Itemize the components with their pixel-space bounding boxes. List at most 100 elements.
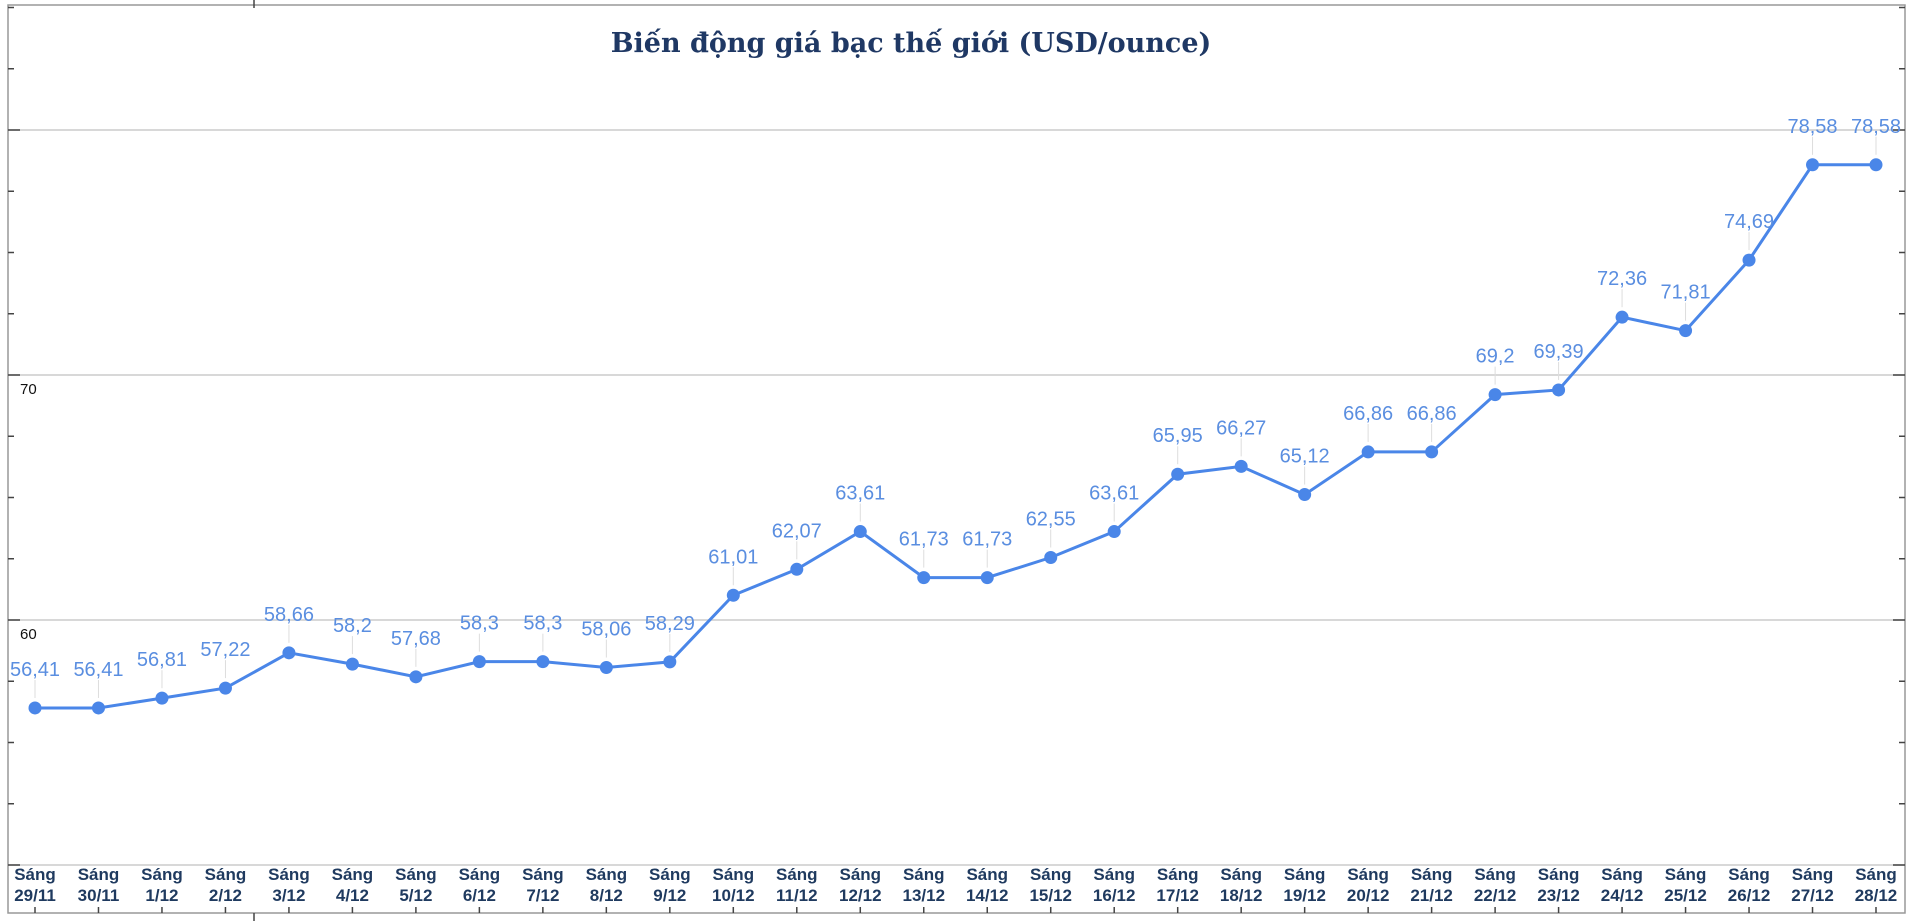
- data-label: 58,3: [523, 613, 562, 635]
- label-leader-lines: [34, 136, 1877, 698]
- data-point: [1552, 383, 1566, 397]
- x-tick-label-date: 14/12: [966, 886, 1009, 905]
- x-tick-label-date: 7/12: [526, 886, 559, 905]
- x-tick-label-date: 4/12: [336, 886, 369, 905]
- x-tick-label-date: 21/12: [1410, 886, 1453, 905]
- x-tick-label-date: 17/12: [1156, 886, 1199, 905]
- data-point: [917, 571, 931, 585]
- x-tick-label-date: 3/12: [272, 886, 305, 905]
- axis-ticks: [8, 0, 1905, 921]
- data-label: 69,39: [1534, 341, 1584, 363]
- data-label: 71,81: [1661, 282, 1711, 304]
- x-tick-label-date: 6/12: [463, 886, 496, 905]
- data-label: 57,22: [200, 639, 250, 661]
- x-tick-label: Sáng: [903, 865, 945, 884]
- data-label: 78,58: [1851, 116, 1901, 138]
- data-label: 56,81: [137, 649, 187, 671]
- x-tick-label-date: 26/12: [1728, 886, 1771, 905]
- chart-title: Biến động giá bạc thế giới (USD/ounce): [611, 27, 1212, 59]
- x-tick-label-date: 27/12: [1791, 886, 1834, 905]
- data-label: 65,12: [1280, 446, 1330, 468]
- data-point: [1361, 445, 1375, 459]
- x-tick-label-date: 16/12: [1093, 886, 1136, 905]
- data-point: [409, 670, 423, 684]
- y-tick-label: 60: [20, 626, 37, 643]
- data-point: [1742, 253, 1756, 267]
- x-tick-label-date: 20/12: [1347, 886, 1390, 905]
- data-label: 65,95: [1153, 425, 1203, 447]
- data-point: [282, 646, 296, 660]
- data-point: [1679, 324, 1693, 338]
- x-tick-label-date: 15/12: [1029, 886, 1072, 905]
- x-tick-label: Sáng: [1855, 865, 1897, 884]
- x-tick-label: Sáng: [1284, 865, 1326, 884]
- x-tick-label: Sáng: [1601, 865, 1643, 884]
- x-tick-label-date: 22/12: [1474, 886, 1517, 905]
- x-tick-label: Sáng: [839, 865, 881, 884]
- x-tick-label: Sáng: [332, 865, 374, 884]
- data-point: [853, 525, 867, 539]
- data-label: 61,73: [962, 529, 1012, 551]
- data-label: 58,66: [264, 604, 314, 626]
- x-tick-label-date: 30/11: [78, 886, 120, 905]
- data-point: [1425, 445, 1439, 459]
- data-point: [726, 588, 740, 602]
- x-tick-label: Sáng: [14, 865, 56, 884]
- data-label: 56,41: [10, 659, 60, 681]
- data-label: 66,86: [1407, 403, 1457, 425]
- data-point: [91, 701, 105, 715]
- x-tick-label: Sáng: [649, 865, 691, 884]
- y-tick-label: 70: [20, 381, 37, 398]
- data-label: 58,06: [581, 619, 631, 641]
- data-label: 62,55: [1026, 509, 1076, 531]
- data-point: [155, 691, 169, 705]
- data-label: 58,29: [645, 613, 695, 635]
- y-axis-labels: 60 70: [20, 381, 37, 643]
- x-tick-label: Sáng: [713, 865, 755, 884]
- x-tick-label-date: 18/12: [1220, 886, 1263, 905]
- data-point: [1298, 488, 1312, 502]
- data-label: 63,61: [1089, 483, 1139, 505]
- x-tick-label: Sáng: [1157, 865, 1199, 884]
- x-tick-label: Sáng: [205, 865, 247, 884]
- x-tick-label-date: 29/11: [14, 886, 56, 905]
- data-label: 62,07: [772, 520, 822, 542]
- data-label: 69,2: [1476, 346, 1515, 368]
- x-tick-label: Sáng: [1030, 865, 1072, 884]
- x-tick-label: Sáng: [268, 865, 310, 884]
- x-tick-label: Sáng: [395, 865, 437, 884]
- x-tick-label-date: 9/12: [653, 886, 686, 905]
- data-point: [1171, 467, 1185, 481]
- data-point: [1044, 551, 1058, 565]
- x-tick-label: Sáng: [586, 865, 628, 884]
- data-point: [663, 655, 677, 669]
- x-tick-label: Sáng: [1220, 865, 1262, 884]
- data-point: [980, 571, 994, 585]
- x-tick-label: Sáng: [1792, 865, 1834, 884]
- data-labels: 56,41 56,41 56,81 57,22 58,66 58,2 57,68 58,3 58…: [10, 116, 1901, 681]
- gridlines: [8, 129, 1905, 866]
- data-point: [536, 655, 550, 669]
- data-point: [1107, 525, 1121, 539]
- x-tick-label: Sáng: [522, 865, 564, 884]
- data-label: 61,73: [899, 529, 949, 551]
- x-tick-label-date: 8/12: [590, 886, 623, 905]
- data-label: 63,61: [835, 483, 885, 505]
- data-point: [1869, 158, 1883, 172]
- data-point: [599, 661, 613, 675]
- data-points: [28, 158, 1883, 715]
- x-tick-label-date: 12/12: [839, 886, 882, 905]
- x-tick-label-date: 11/12: [776, 886, 818, 905]
- x-tick-label: Sáng: [78, 865, 120, 884]
- x-axis-labels: Sáng 29/11 Sáng 30/11 Sáng 1/12 Sáng 2/12 Sáng 3/…: [14, 865, 1897, 905]
- data-point: [345, 657, 359, 671]
- data-point: [1615, 310, 1629, 324]
- x-tick-label: Sáng: [1728, 865, 1770, 884]
- data-label: 56,41: [73, 659, 123, 681]
- plot-border: [7, 4, 1906, 914]
- x-tick-label: Sáng: [459, 865, 501, 884]
- data-label: 61,01: [708, 546, 758, 568]
- data-label: 57,68: [391, 628, 441, 650]
- x-tick-label: Sáng: [1347, 865, 1389, 884]
